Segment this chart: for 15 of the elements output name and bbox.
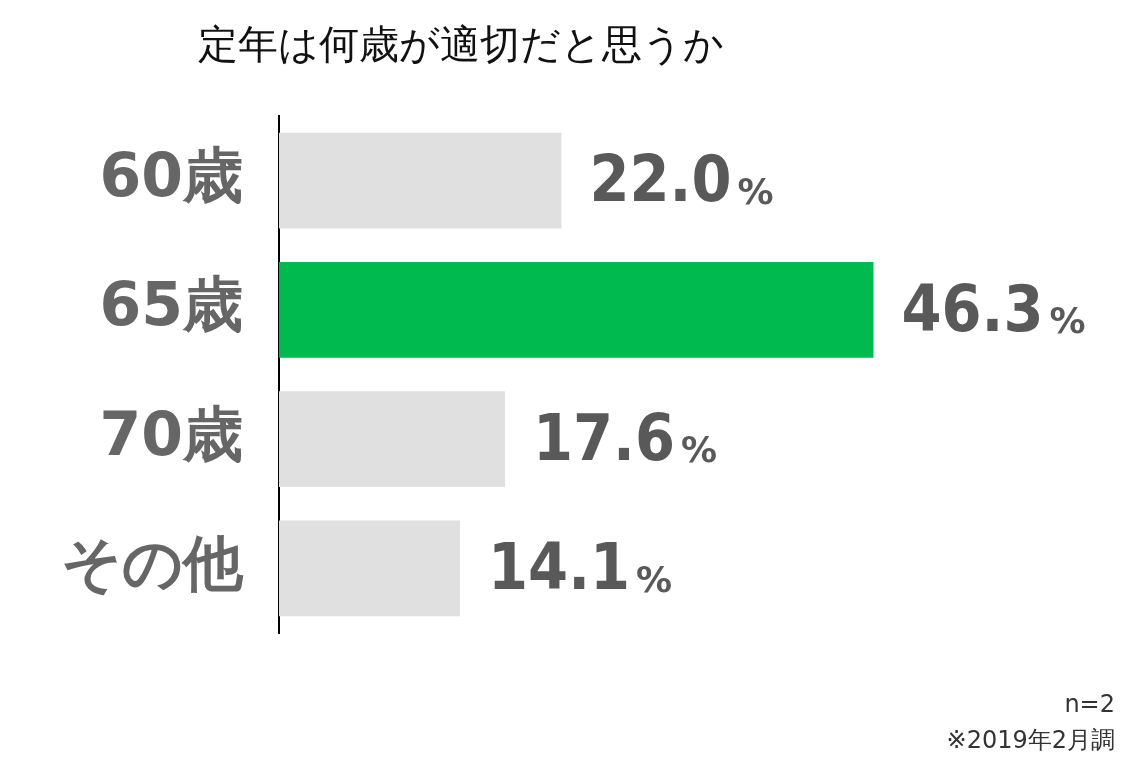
y-tick-label: 70歳 [99,398,243,469]
data-label: 14.1% [488,530,673,604]
bar [279,391,505,487]
bar [279,520,461,617]
bar [279,132,562,229]
data-label: 22.0% [589,142,774,217]
bar [279,262,874,358]
y-tick-label: 65歳 [99,269,243,340]
data-label: 17.6% [532,400,718,475]
y-tick-label: 60歳 [99,140,243,211]
chart-title: 定年は何歳が適切だと思うか [197,21,724,68]
text: ※2019年2月調 [946,725,1115,756]
text: n=2 [1064,690,1115,718]
data-label: 46.3% [901,271,1086,346]
y-tick-label: その他 [61,527,244,598]
